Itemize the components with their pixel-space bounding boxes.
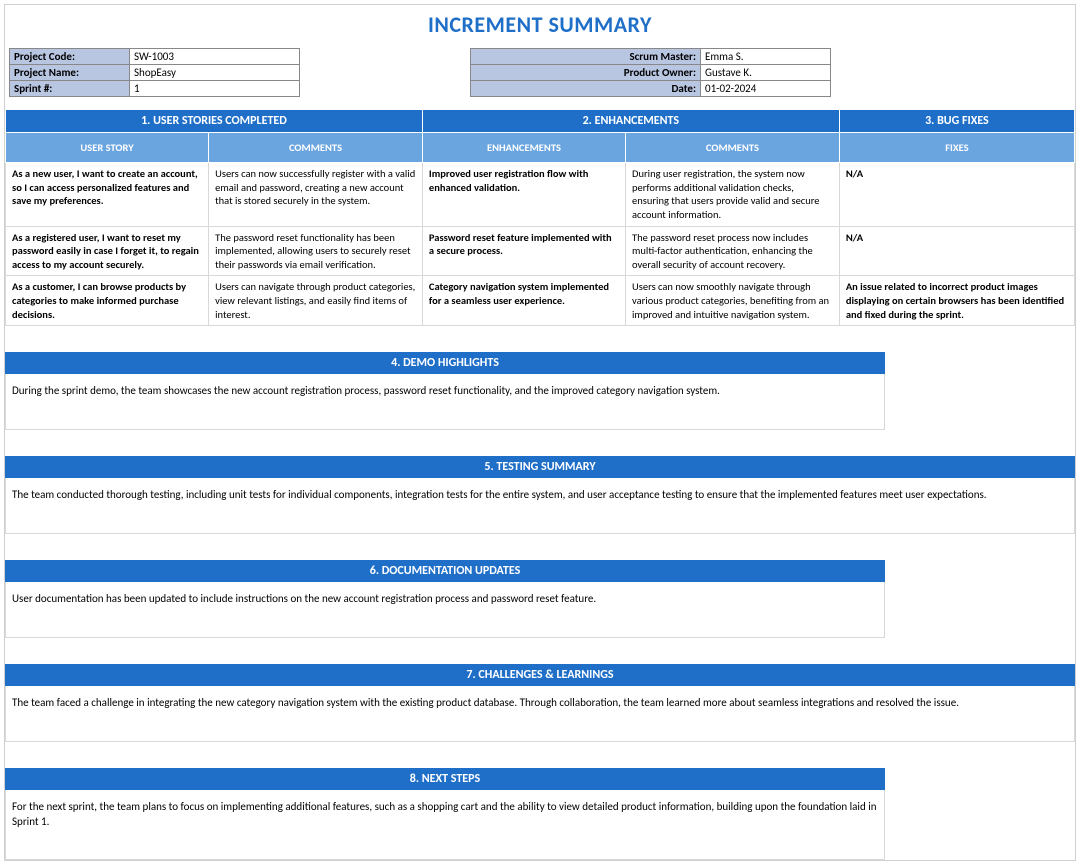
meta-left-table: Project Code: SW-1003 Project Name: Shop… [9,48,300,97]
next-section: 8. NEXT STEPS For the next sprint, the t… [5,768,885,861]
page-container: INCREMENT SUMMARY Project Code: SW-1003 … [4,4,1076,861]
story-cell: As a registered user, I want to reset my… [6,226,209,276]
col-comments-1: COMMENTS [209,133,423,163]
section2-header: 2. ENHANCEMENTS [422,110,839,133]
col-fixes: FIXES [839,133,1074,163]
project-code-label: Project Code: [10,49,130,65]
sprint-value: 1 [130,81,300,97]
date-value: 01-02-2024 [701,81,831,97]
main-stories-table: 1. USER STORIES COMPLETED 2. ENHANCEMENT… [5,109,1075,326]
table-row: As a customer, I can browse products by … [6,276,1075,326]
product-owner-value: Gustave K. [701,65,831,81]
project-code-value: SW-1003 [130,49,300,65]
enh-cell: Category navigation system implemented f… [422,276,625,326]
challenges-body: The team faced a challenge in integratin… [5,686,1075,742]
meta-right-table: Scrum Master: Emma S. Product Owner: Gus… [470,48,831,97]
section1-header: 1. USER STORIES COMPLETED [6,110,423,133]
demo-header: 4. DEMO HIGHLIGHTS [5,352,885,374]
enh-cell: Password reset feature implemented with … [422,226,625,276]
testing-body: The team conducted thorough testing, inc… [5,478,1075,534]
fix-cell: An issue related to incorrect product im… [839,276,1074,326]
title-bar: INCREMENT SUMMARY [5,5,1075,48]
enh-cell: Improved user registration flow with enh… [422,163,625,227]
demo-section: 4. DEMO HIGHLIGHTS During the sprint dem… [5,352,885,430]
scrum-master-value: Emma S. [701,49,831,65]
story-cell: As a new user, I want to create an accou… [6,163,209,227]
date-label: Date: [471,81,701,97]
col-enhancements: ENHANCEMENTS [422,133,625,163]
docs-section: 6. DOCUMENTATION UPDATES User documentat… [5,560,885,638]
enh-comment-cell: Users can now smoothly navigate through … [626,276,840,326]
project-name-label: Project Name: [10,65,130,81]
enh-comment-cell: The password reset process now includes … [626,226,840,276]
col-user-story: USER STORY [6,133,209,163]
section3-header: 3. BUG FIXES [839,110,1074,133]
enh-comment-cell: During user registration, the system now… [626,163,840,227]
next-header: 8. NEXT STEPS [5,768,885,790]
challenges-header: 7. CHALLENGES & LEARNINGS [5,664,1075,686]
table-row: As a registered user, I want to reset my… [6,226,1075,276]
story-comment-cell: Users can navigate through product categ… [209,276,423,326]
product-owner-label: Product Owner: [471,65,701,81]
fix-cell: N/A [839,163,1074,227]
story-comment-cell: Users can now successfully register with… [209,163,423,227]
story-cell: As a customer, I can browse products by … [6,276,209,326]
page-title: INCREMENT SUMMARY [5,11,1075,38]
next-body: For the next sprint, the team plans to f… [5,790,885,861]
meta-row: Project Code: SW-1003 Project Name: Shop… [5,48,1075,109]
testing-header: 5. TESTING SUMMARY [5,456,1075,478]
table-row: As a new user, I want to create an accou… [6,163,1075,227]
fix-cell: N/A [839,226,1074,276]
scrum-master-label: Scrum Master: [471,49,701,65]
docs-header: 6. DOCUMENTATION UPDATES [5,560,885,582]
docs-body: User documentation has been updated to i… [5,582,885,638]
project-name-value: ShopEasy [130,65,300,81]
challenges-section: 7. CHALLENGES & LEARNINGS The team faced… [5,664,1075,742]
testing-section: 5. TESTING SUMMARY The team conducted th… [5,456,1075,534]
sprint-label: Sprint #: [10,81,130,97]
story-comment-cell: The password reset functionality has bee… [209,226,423,276]
col-comments-2: COMMENTS [626,133,840,163]
demo-body: During the sprint demo, the team showcas… [5,374,885,430]
